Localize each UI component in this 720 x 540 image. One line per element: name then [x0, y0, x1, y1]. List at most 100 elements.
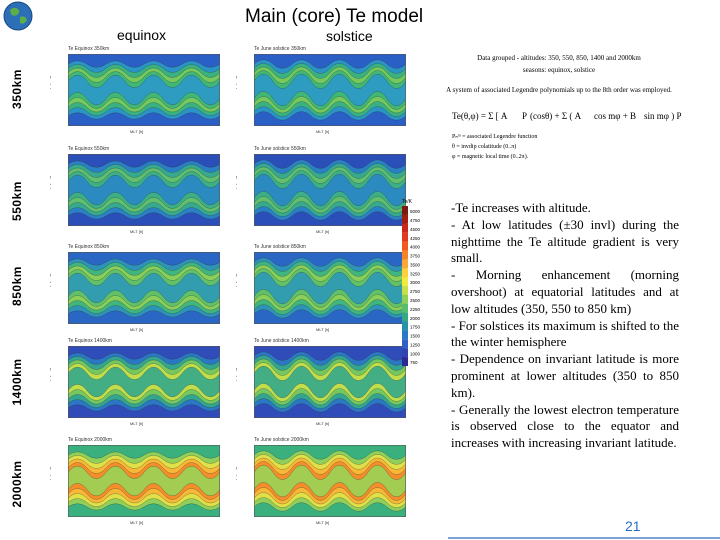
page-title: Main (core) Te model — [245, 6, 424, 27]
panel-xlabel: MLT [h] — [130, 421, 144, 426]
colorbar-swatch — [402, 330, 408, 340]
colorbar-swatch — [402, 294, 408, 304]
colorbar-tick-label: 4500 — [410, 227, 421, 232]
definition-legendre: Pₙᵐ = associated Legendre function — [452, 134, 538, 140]
contour-panel-550km-equinox: Te Equinox 550km invdipl [deg] MLT [h] — [50, 146, 222, 238]
note-item: - Dependence on invariant latitude is mo… — [451, 351, 679, 400]
contour-plot — [68, 346, 220, 418]
colorbar-swatch — [402, 241, 408, 251]
panel-title: Te June solstice 350km — [254, 46, 306, 52]
colorbar-swatch — [402, 214, 408, 224]
panel-xlabel: MLT [h] — [130, 327, 144, 332]
colorbar-swatch — [402, 303, 408, 313]
panel-title: Te Equinox 350km — [68, 46, 110, 52]
contour-plot — [68, 154, 220, 226]
colorbar-tick-label: 5000 — [410, 209, 421, 214]
svg-text:P: P — [522, 111, 527, 121]
panel-ylabel: invdipl [deg] — [236, 467, 237, 488]
colorbar-title: Te/K — [402, 199, 413, 205]
colorbar: Te/K 5000 4750 4500 4250 4000 3750 3500 3250 3000… — [402, 199, 421, 366]
definition-theta: θ = invdip colatitude (0..π) — [452, 144, 517, 150]
colorbar-tick-label: 2250 — [410, 307, 421, 312]
panel-xlabel: MLT [h] — [130, 229, 144, 234]
panel-title: Te June solstice 1400km — [254, 338, 309, 344]
note-item: - At low latitudes (±30 invl) during the… — [451, 216, 679, 266]
colorbar-swatch — [402, 339, 408, 349]
note-item: -Te increases with altitude. — [451, 200, 591, 215]
panel-title: Te Equinox 1400km — [68, 338, 112, 344]
colorbar-swatch — [402, 250, 408, 260]
panel-title: Te Equinox 2000km — [68, 437, 112, 443]
colorbar-swatch — [402, 223, 408, 233]
panel-title: Te June solstice 2000km — [254, 437, 309, 443]
colorbar-swatch — [402, 277, 408, 286]
contour-panel-2000km-equinox: Te Equinox 2000km invdipl [deg] MLT [h] — [50, 437, 222, 529]
note-item: - For solstices its maximum is shifted t… — [451, 317, 679, 350]
colorbar-swatch — [402, 259, 408, 269]
contour-panel-550km-solstice: Te June solstice 550km invdipl [deg] MLT [… — [236, 146, 408, 238]
colorbar-tick-label: 1500 — [410, 334, 421, 339]
colorbar-tick-label: 4750 — [410, 218, 421, 223]
colorbar-tick-label: 2750 — [410, 289, 421, 294]
contour-panel-2000km-solstice: Te June solstice 2000km invdipl [deg] MLT … — [236, 437, 408, 529]
seasons-line: seasons: equinox, solstice — [522, 66, 596, 74]
contour-panel-350km-solstice: Te June solstice 350km invdipl [deg] MLT [… — [236, 46, 408, 138]
note-item: - Generally the lowest electron temperat… — [451, 401, 679, 451]
row-label-1400km: 1400km — [10, 358, 24, 406]
svg-text:cos mφ + B: cos mφ + B — [594, 111, 636, 121]
panel-title: Te Equinox 550km — [68, 146, 110, 152]
panel-ylabel: invdipl [deg] — [50, 368, 51, 389]
colorbar-tick-label: 1000 — [410, 351, 421, 356]
contour-plot — [254, 252, 406, 324]
colorbar-tick-label: 750 — [410, 360, 418, 365]
row-label-550km: 550km — [10, 181, 24, 221]
data-grouping-line: Data grouped - altitudes: 350, 550, 850,… — [477, 54, 641, 62]
observations-text: -Te increases with altitude. - At low la… — [451, 200, 679, 452]
panel-xlabel: MLT [h] — [316, 327, 330, 332]
colorbar-tick-label: 3750 — [410, 254, 421, 259]
panel-ylabel: invdipl [deg] — [50, 467, 51, 488]
row-label-2000km: 2000km — [10, 460, 24, 508]
note-item: - Morning enhancement (morning overshoot… — [451, 267, 679, 316]
colorbar-swatch — [402, 312, 408, 322]
contour-panel-1400km-solstice: Te June solstice 1400km invdipl [deg] MLT … — [236, 338, 408, 430]
colorbar-swatch — [402, 268, 408, 278]
contour-panel-350km-equinox: Te Equinox 350km invdipl [deg] MLT [h] — [50, 46, 222, 138]
svg-text:(cosθ) + Σ ( A: (cosθ) + Σ ( A — [530, 111, 582, 121]
panel-title: Te June solstice 550km — [254, 146, 306, 152]
colorbar-tick-label: 1250 — [410, 342, 421, 347]
colorbar-swatch — [402, 286, 408, 295]
data-grouping-text: Data grouped - altitudes: 350, 550, 850,… — [428, 52, 690, 76]
panel-xlabel: MLT [h] — [316, 129, 330, 134]
column-label-equinox: equinox — [117, 27, 167, 43]
panel-title: Te Equinox 850km — [68, 244, 110, 250]
row-label-850km: 850km — [10, 266, 24, 306]
panel-ylabel: invdipl [deg] — [236, 274, 237, 295]
definition-phi: φ = magnetic local time (0..2π). — [452, 154, 529, 160]
contour-plot — [68, 54, 220, 126]
contour-plot — [254, 54, 406, 126]
globe-logo-icon — [3, 1, 33, 31]
colorbar-tick-label: 3500 — [410, 262, 421, 267]
footer-divider — [448, 537, 720, 539]
colorbar-swatch — [402, 348, 408, 358]
legendre-formula: Te(θ,φ) = Σ [ A P (cosθ) + Σ ( A cos mφ … — [452, 111, 681, 121]
panel-ylabel: invdipl [deg] — [50, 176, 51, 197]
contour-plot — [68, 252, 220, 324]
column-label-solstice: solstice — [326, 28, 373, 44]
colorbar-tick-label: 2000 — [410, 316, 421, 321]
contour-plot — [254, 346, 406, 418]
colorbar-swatch — [402, 232, 408, 242]
page-number: 21 — [625, 518, 641, 534]
contour-plot — [254, 445, 406, 517]
panel-ylabel: invdipl [deg] — [236, 176, 237, 197]
panel-xlabel: MLT [h] — [316, 229, 330, 234]
colorbar-tick-label: 2500 — [410, 298, 421, 303]
colorbar-tick-label: 4250 — [410, 236, 421, 241]
colorbar-tick-label: 3000 — [410, 280, 421, 285]
legendre-text: A system of associated Legendre polynomi… — [446, 86, 672, 94]
panel-xlabel: MLT [h] — [316, 520, 330, 525]
contour-panel-850km-solstice: Te June solstice 850km invdipl [deg] MLT [… — [236, 244, 408, 336]
colorbar-tick-label: 3250 — [410, 271, 421, 276]
colorbar-swatch — [402, 357, 408, 366]
